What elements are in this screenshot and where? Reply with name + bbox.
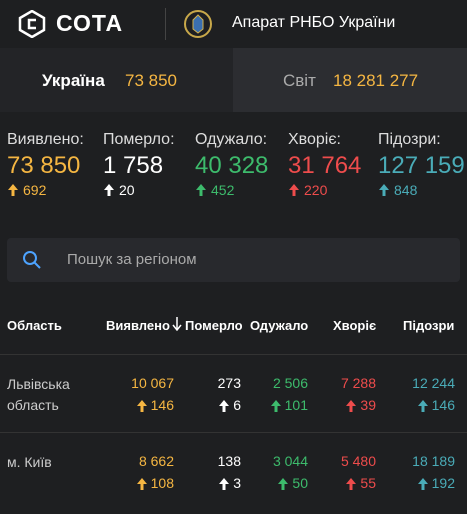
stat-label: Померло:: [103, 131, 175, 148]
up-arrow: [278, 478, 288, 490]
stat-value: 73 850: [7, 152, 81, 179]
cell-value: 18 189: [412, 453, 455, 469]
stat-label: Підозри:: [378, 131, 441, 148]
column-header[interactable]: Підозри: [403, 318, 455, 333]
up-arrow: [137, 478, 147, 490]
up-arrow: [418, 478, 428, 490]
cell-value: 138: [217, 453, 241, 469]
cell-delta: 39: [360, 397, 376, 413]
divider: [165, 8, 166, 40]
cell-delta: 55: [360, 475, 376, 491]
up-arrow: [219, 478, 229, 490]
cell-delta: 146: [431, 397, 455, 413]
up-arrow: [346, 478, 356, 490]
cell-delta: 3: [233, 475, 241, 491]
stat-delta: 452: [211, 182, 235, 198]
search-icon: [23, 251, 41, 269]
tab-label: Україна: [42, 71, 105, 90]
stat-label: Одужало:: [195, 131, 268, 148]
sort-arrow: [172, 317, 182, 331]
cell-value: 3 044: [272, 453, 308, 469]
cell-delta: 101: [284, 397, 308, 413]
org-name: Апарат РНБО України: [232, 14, 396, 31]
up-arrow: [196, 184, 206, 196]
stat-value: 40 328: [195, 152, 269, 179]
row-separator: [0, 354, 467, 355]
stat-value: 1 758: [103, 152, 164, 179]
stat-label: Виявлено:: [7, 131, 84, 148]
stat-value: 31 764: [288, 152, 362, 179]
column-header[interactable]: Хворіє: [333, 318, 377, 333]
cell-value: 2 506: [272, 375, 308, 391]
search-placeholder: Пошук за регіоном: [67, 251, 197, 268]
column-header[interactable]: Померло: [185, 318, 243, 333]
up-arrow: [271, 400, 281, 412]
cell-delta: 50: [292, 475, 308, 491]
up-arrow: [137, 400, 147, 412]
cell-delta: 6: [233, 397, 241, 413]
up-arrow: [379, 184, 389, 196]
up-arrow: [289, 184, 299, 196]
stat-label: Хворіє:: [288, 131, 341, 148]
up-arrow: [418, 400, 428, 412]
tab-value: 73 850: [125, 71, 177, 90]
logo-text: СОТА: [56, 10, 124, 36]
cell-delta: 192: [431, 475, 455, 491]
stat-value: 127 159: [378, 152, 465, 179]
cell-value: 12 244: [412, 375, 455, 391]
stat-delta: 220: [304, 182, 328, 198]
cell-value: 5 480: [340, 453, 376, 469]
emblem: [184, 10, 212, 38]
tab-value: 18 281 277: [333, 71, 419, 90]
stat-delta: 692: [23, 182, 47, 198]
cell-delta: 108: [150, 475, 174, 491]
stat-delta: 20: [119, 182, 135, 198]
logo-icon: [18, 10, 46, 38]
cell-delta: 146: [150, 397, 174, 413]
row-separator: [0, 432, 467, 433]
cell-value: 10 067: [131, 375, 174, 391]
tab-label: Світ: [283, 71, 316, 90]
tab[interactable]: Україна 73 850: [0, 48, 233, 112]
region-name: Львівська область: [7, 376, 70, 413]
up-arrow: [219, 400, 229, 412]
up-arrow: [104, 184, 114, 196]
cell-value: 7 288: [340, 375, 376, 391]
up-arrow: [8, 184, 18, 196]
column-header: Область: [7, 318, 62, 333]
header: [0, 0, 467, 48]
column-header[interactable]: Виявлено: [106, 318, 170, 333]
tab[interactable]: Світ 18 281 277: [233, 48, 467, 112]
search-box[interactable]: Пошук за регіоном: [7, 238, 460, 282]
cell-value: 8 662: [138, 453, 174, 469]
up-arrow: [346, 400, 356, 412]
stat-delta: 848: [394, 182, 418, 198]
column-header[interactable]: Одужало: [250, 318, 309, 333]
region-name: м. Київ: [7, 454, 52, 470]
cell-value: 273: [217, 375, 241, 391]
